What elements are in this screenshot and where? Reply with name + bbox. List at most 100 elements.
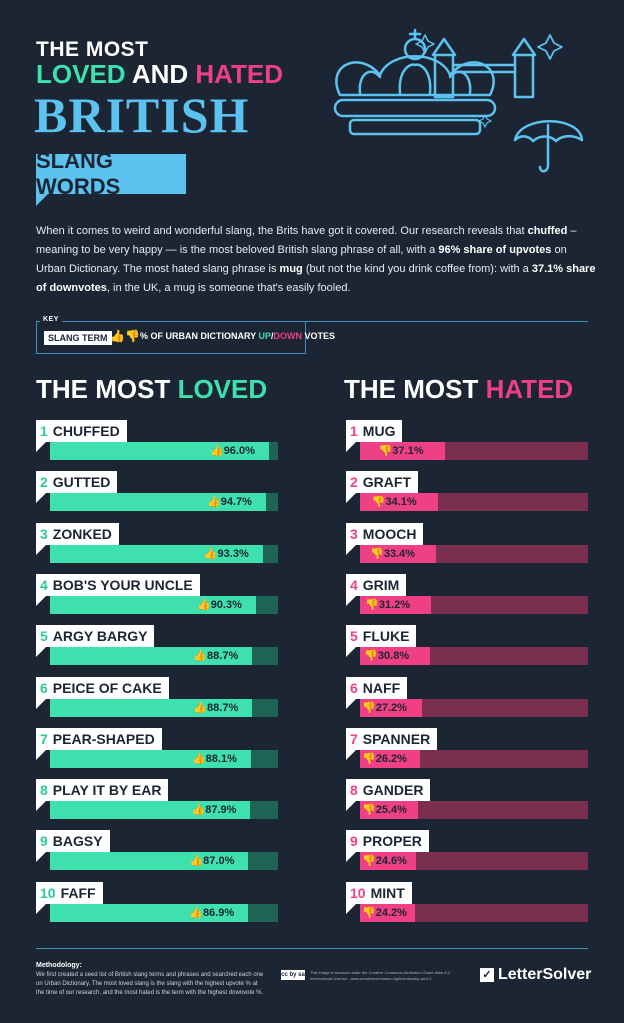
hated-bar: [360, 544, 437, 563]
label-tail: [36, 647, 46, 658]
loved-bar-item: 4 BOB'S YOUR UNCLE 👍90.3%: [36, 573, 286, 620]
loved-bar-track: 👍90.3%: [50, 595, 278, 614]
intro-paragraph: When it comes to weird and wonderful sla…: [36, 222, 596, 298]
value-text: 31.2%: [378, 598, 411, 611]
loved-bar-track: 👍88.7%: [50, 647, 278, 666]
thumbs-up-icon: 👍: [209, 445, 224, 457]
intro-text-1: When it comes to weird and wonderful sla…: [36, 225, 528, 237]
thumbs-down-icon: 👎: [362, 804, 376, 817]
loved-bar-item: 10 FAFF 👍86.9%: [36, 881, 286, 928]
hated-term-label: 6 NAFF: [346, 676, 408, 699]
thumbs-down-icon: 👎: [362, 855, 376, 868]
hated-term-label: 9 PROPER: [346, 830, 429, 853]
value-text: 33.4%: [383, 547, 416, 560]
loved-bar: [50, 595, 256, 614]
value-label: 👍96.0%: [210, 444, 255, 457]
rank-number: 8: [40, 782, 48, 799]
hated-bar-item: 7 SPANNER 👎26.2%: [346, 727, 596, 774]
label-tail: [346, 698, 356, 709]
rank-number: 6: [40, 679, 48, 696]
rank-number: 1: [350, 423, 358, 439]
loved-bar-item: 9 BAGSY 👍87.0%: [36, 830, 286, 876]
loved-bar-track: 👍87.0%: [50, 852, 278, 871]
value-label: 👎30.8%: [364, 649, 409, 662]
value-label: 👎24.6%: [362, 854, 407, 867]
slang-term: NAFF: [362, 679, 401, 696]
slang-term: MOOCH: [362, 525, 417, 542]
key-description: % OF URBAN DICTIONARY UP/DOWN VOTES: [140, 331, 335, 341]
loved-title-pre: THE MOST: [36, 374, 178, 404]
hated-term-label: 2 GRAFT: [346, 471, 419, 494]
loved-bar-track: 👍86.9%: [50, 903, 278, 922]
intro-bold-2: 96% share of upvotes: [438, 244, 552, 256]
loved-bar-track: 👍87.9%: [50, 801, 278, 820]
intro-bold-4: 37.1% share of downvotes: [36, 263, 596, 294]
loved-term-label: 9 BAGSY: [36, 830, 110, 853]
rank-number: 2: [350, 474, 358, 491]
value-label: 👎25.4%: [362, 803, 407, 816]
hated-bar: [360, 442, 445, 460]
label-tail: [346, 442, 356, 452]
value-label: 👍87.9%: [192, 803, 237, 816]
loved-bar: [50, 749, 251, 768]
value-label: 👍86.9%: [189, 906, 234, 919]
label-tail: [36, 442, 46, 452]
slang-term: ZONKED: [52, 525, 112, 542]
label-tail: [346, 903, 356, 914]
value-label: 👎27.2%: [362, 701, 407, 714]
slang-term: GUTTED: [52, 474, 111, 491]
hero-illustration: [333, 28, 584, 173]
hated-bar: [360, 493, 438, 512]
rank-number: 4: [40, 576, 48, 593]
value-label: 👍87.0%: [189, 854, 234, 867]
hated-term-label: 5 FLUKE: [346, 625, 417, 648]
value-text: 87.0%: [203, 855, 235, 868]
license-text: This image is licensed under the Creativ…: [310, 970, 450, 981]
label-tail: [346, 852, 356, 863]
loved-bar-item: 3 ZONKED 👍93.3%: [36, 522, 286, 569]
label-tail: [346, 493, 356, 504]
hated-bar-track: 👎24.6%: [360, 852, 588, 871]
intro-text-3: on Urban Dictionary. The most hated slan…: [36, 244, 567, 275]
intro-bold-1: chuffed: [527, 225, 568, 237]
value-label: 👍93.3%: [204, 547, 249, 560]
loved-bar: [50, 544, 263, 563]
rank-number: 9: [350, 833, 358, 850]
loved-bar-track: 👍94.7%: [50, 493, 278, 512]
brand-name: LetterSolver: [498, 966, 592, 983]
thumbs-down-icon: 👎: [365, 598, 379, 611]
title-slang-words: SLANG WORDS: [36, 148, 186, 199]
value-label: 👎37.1%: [379, 444, 424, 457]
value-text: 25.4%: [375, 804, 407, 817]
hated-bar-item: 1 MUG 👎37.1%: [346, 420, 596, 466]
value-text: 88.7%: [207, 650, 239, 663]
intro-bold-3: mug: [279, 263, 303, 275]
value-text: 24.2%: [375, 906, 407, 919]
loved-bar-item: 2 GUTTED 👍94.7%: [36, 471, 286, 517]
value-label: 👍90.3%: [197, 598, 242, 611]
rank-number: 7: [40, 730, 48, 747]
key-slash: /: [271, 331, 274, 341]
hated-bar: [360, 801, 418, 820]
thumbs-up-icon: 👍: [110, 329, 125, 343]
loved-term-label: 1 CHUFFED: [36, 420, 127, 442]
loved-term-label: 7 PEAR-SHAPED: [36, 727, 162, 750]
hated-term-label: 10 MINT: [346, 881, 412, 904]
hated-bar-track: 👎24.2%: [360, 903, 588, 922]
intro-text-4: (but not the kind you drink coffee from)…: [302, 263, 532, 275]
label-tail: [36, 749, 46, 760]
thumbs-down-icon: 👎: [371, 496, 386, 509]
intro-text-2: – meaning to be very happy — is the most…: [36, 225, 577, 256]
thumbs-down-icon: 👎: [364, 650, 378, 663]
loved-term-label: 2 GUTTED: [36, 471, 118, 494]
loved-bar-item: 1 CHUFFED 👍96.0%: [36, 420, 286, 466]
key-up: UP: [258, 331, 272, 341]
value-label: 👍88.7%: [193, 649, 238, 662]
key-divider: [36, 321, 588, 322]
hated-term-label: 4 GRIM: [346, 573, 407, 596]
slang-term: GRIM: [362, 576, 400, 593]
loved-bar-item: 5 ARGY BARGY 👍88.7%: [36, 625, 286, 671]
rank-number: 2: [40, 474, 48, 491]
thumbs-down-icon: 👎: [378, 445, 393, 457]
brand-logo[interactable]: ✓ LetterSolver: [480, 966, 591, 984]
